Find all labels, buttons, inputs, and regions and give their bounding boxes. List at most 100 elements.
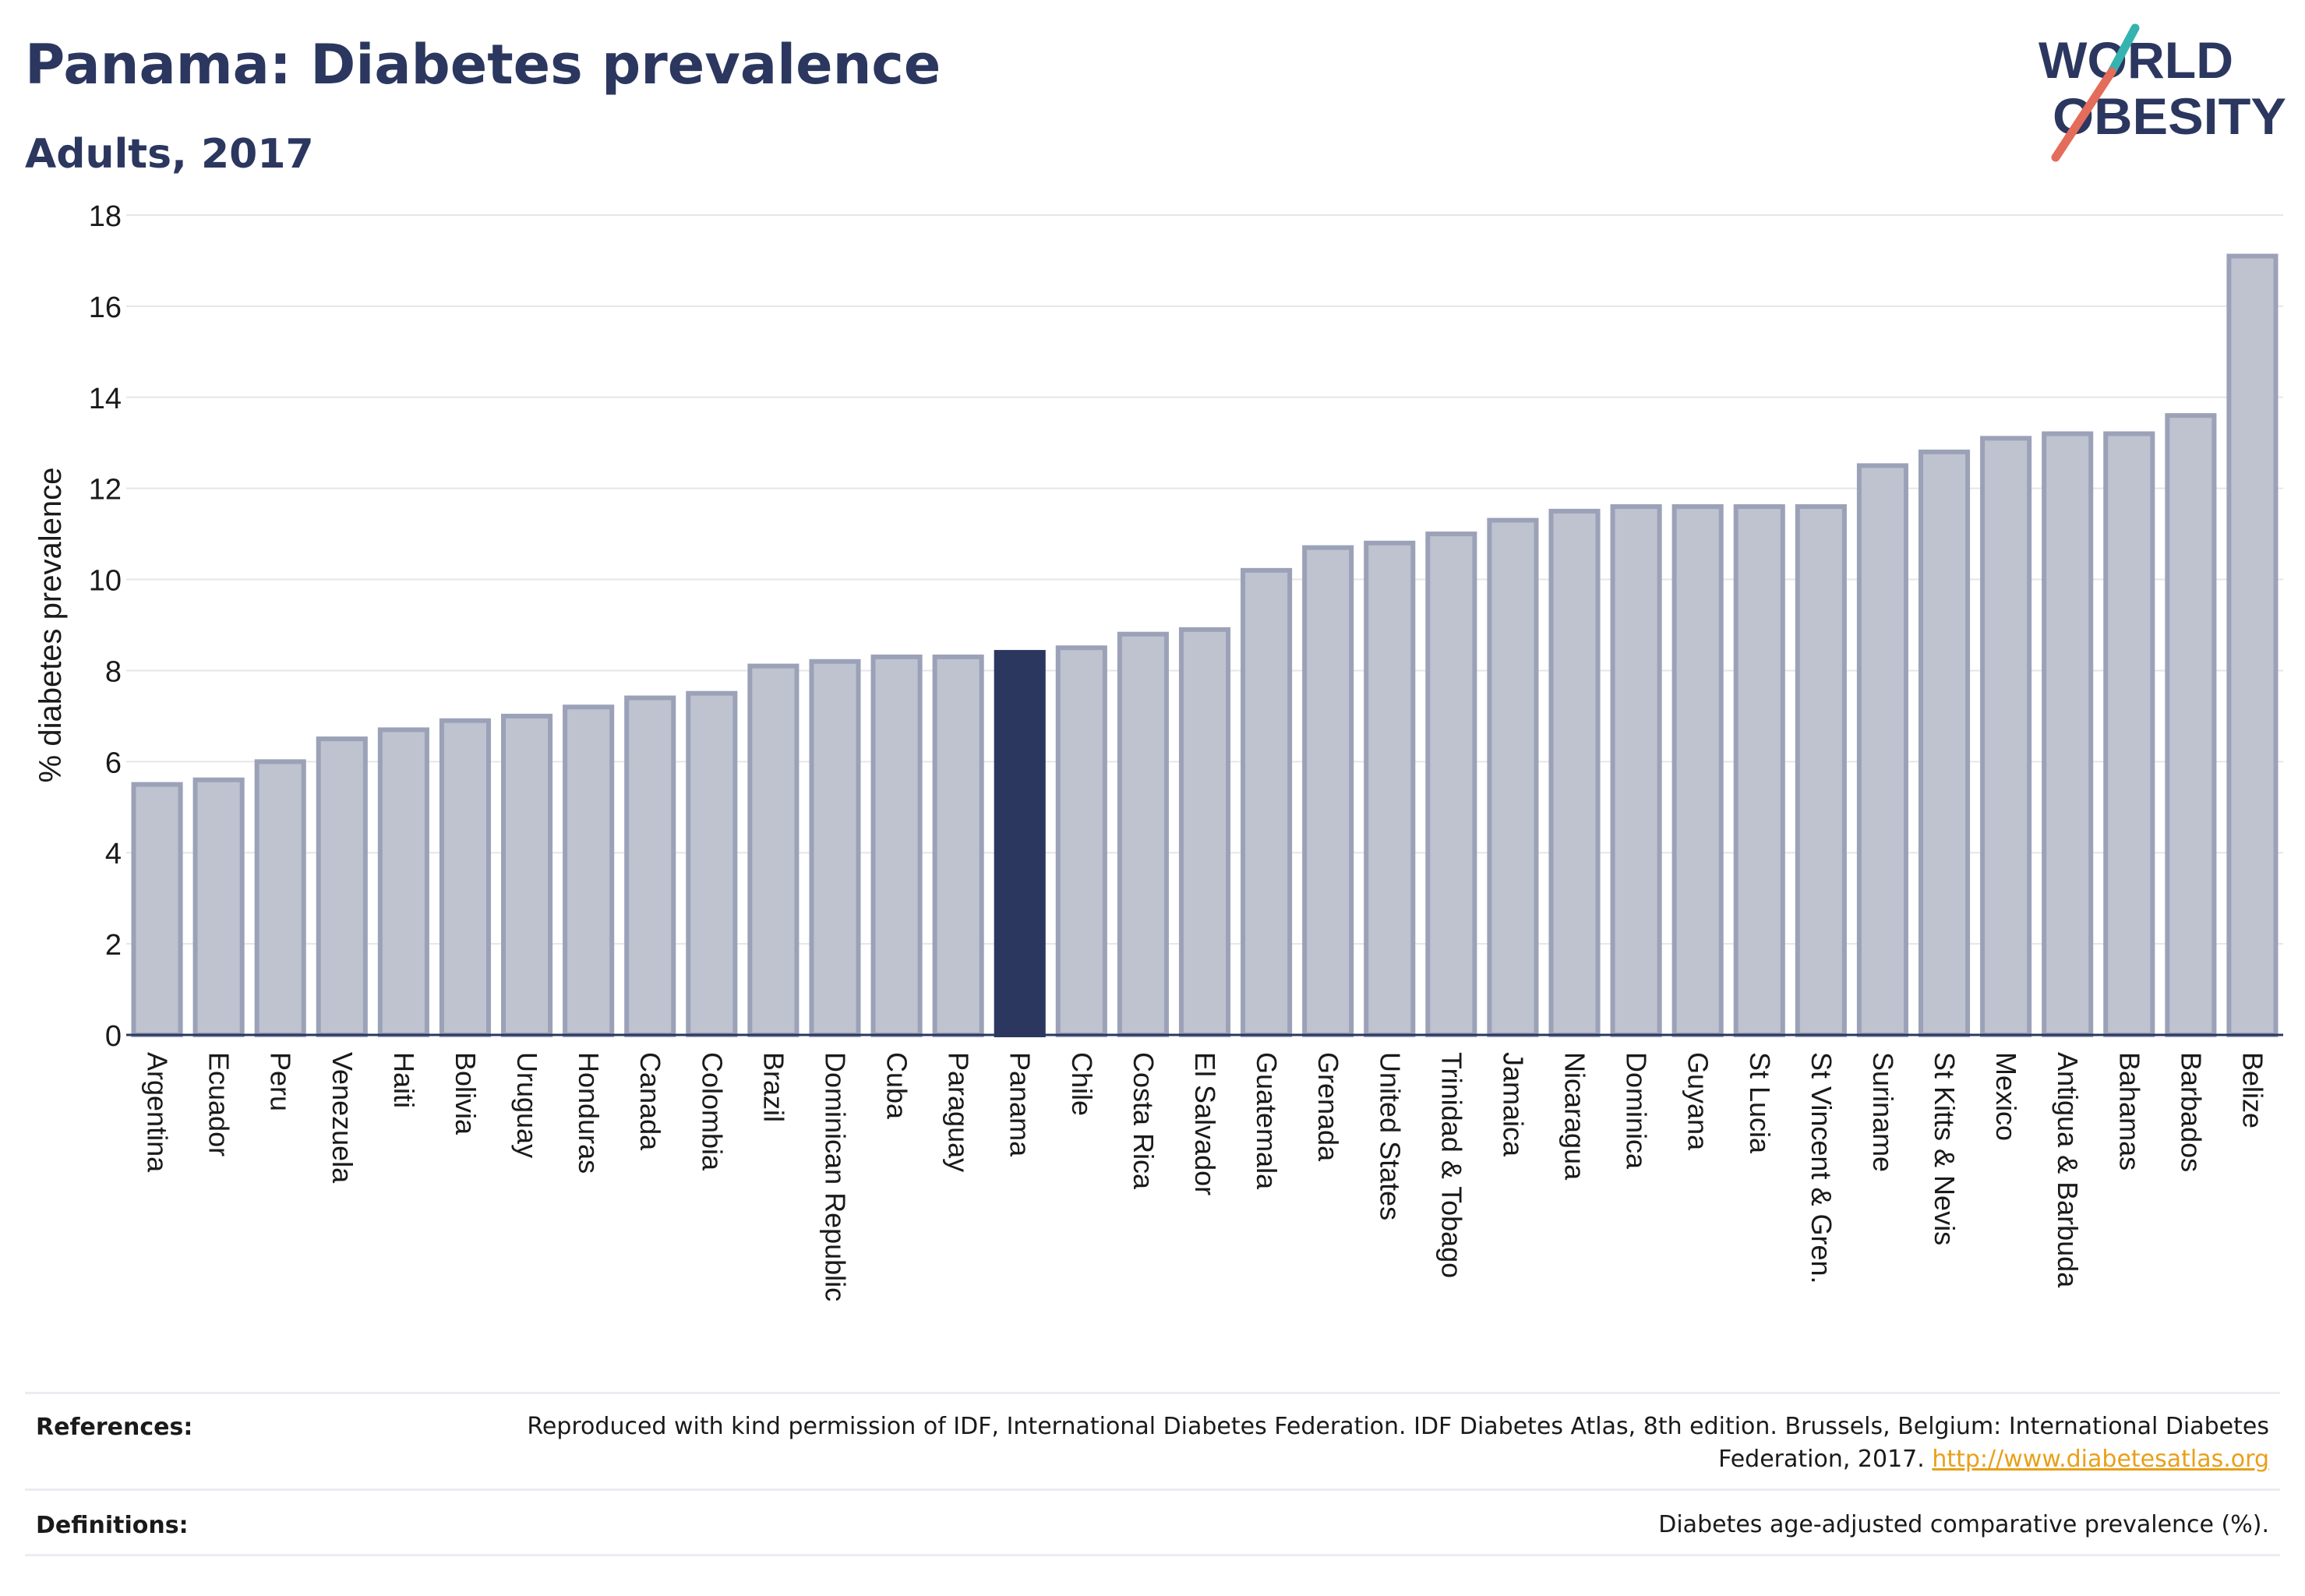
x-tick-label: Cuba xyxy=(881,1052,913,1120)
bar xyxy=(377,727,429,1038)
x-tick-label: Dominica xyxy=(1621,1052,1653,1170)
bar-layer xyxy=(131,253,2279,1038)
x-tick-label: United States xyxy=(1374,1052,1406,1220)
references-label: References: xyxy=(36,1414,193,1441)
y-tick-label: 0 xyxy=(105,1020,122,1053)
bar xyxy=(254,759,306,1037)
x-tick-label: Argentina xyxy=(142,1052,174,1173)
x-tick-label: Antigua & Barbuda xyxy=(2052,1052,2084,1288)
bar xyxy=(1856,463,1908,1037)
definitions-label: Definitions: xyxy=(36,1512,189,1539)
bar xyxy=(624,695,676,1037)
y-tick-label: 10 xyxy=(89,565,122,598)
x-tick-label: St Vincent & Gren. xyxy=(1806,1052,1837,1284)
bar xyxy=(1178,627,1231,1037)
x-tick-label: Peru xyxy=(265,1052,297,1111)
bar xyxy=(1733,504,1785,1037)
bar xyxy=(1918,449,1971,1037)
bar xyxy=(1548,508,1601,1037)
logo-slash-bottom xyxy=(2051,67,2116,162)
x-tick-label: Bolivia xyxy=(450,1052,482,1135)
x-tick-label: Panama xyxy=(1004,1052,1036,1157)
bar xyxy=(1980,436,2032,1037)
x-tick-label: Honduras xyxy=(573,1052,605,1174)
y-tick-label: 14 xyxy=(89,383,122,415)
y-tick-labels: 0 2 4 6 8 10 12 14 16 18 xyxy=(89,200,122,1053)
y-tick-label: 6 xyxy=(105,747,122,779)
bar xyxy=(1302,545,1354,1037)
world-obesity-logo: WORLD OBESITY xyxy=(2038,23,2286,162)
x-tick-label: El Salvador xyxy=(1189,1052,1221,1195)
y-tick-label: 18 xyxy=(89,200,122,233)
chart-subtitle: Adults, 2017 xyxy=(25,131,314,178)
x-tick-labels: Argentina Ecuador Peru Venezuela Haiti Bolivi… xyxy=(142,1052,2269,1301)
x-tick-label: Suriname xyxy=(1867,1052,1899,1172)
logo-line1: WORLD xyxy=(2038,31,2233,89)
x-tick-label: Mexico xyxy=(1990,1052,2022,1141)
bar-chart: 0 2 4 6 8 10 12 14 16 18 Argentina Ecuador Peru Vene… xyxy=(34,200,2283,1301)
x-tick-label: St Lucia xyxy=(1744,1052,1776,1154)
bar xyxy=(686,690,738,1038)
x-tick-label: Paraguay xyxy=(943,1052,975,1172)
x-tick-label: Barbados xyxy=(2175,1052,2207,1172)
references-body: Reproduced with kind permission of IDF, … xyxy=(527,1413,2269,1473)
x-tick-label: Jamaica xyxy=(1497,1052,1529,1157)
footer-rule-middle xyxy=(25,1488,2280,1491)
bar xyxy=(747,663,800,1037)
x-tick-label: Uruguay xyxy=(511,1052,543,1158)
bar xyxy=(1671,504,1724,1037)
x-tick-label: Grenada xyxy=(1312,1052,1344,1162)
bar xyxy=(316,736,368,1037)
footer-rule-top xyxy=(25,1392,2280,1394)
bar xyxy=(2042,431,2094,1037)
bar xyxy=(1487,517,1539,1037)
bar xyxy=(1364,540,1416,1037)
y-axis-label: % diabetes prevalence xyxy=(34,468,68,783)
x-tick-label: Bahamas xyxy=(2113,1052,2145,1171)
bar xyxy=(1795,504,1847,1037)
x-tick-label: Dominican Republic xyxy=(819,1052,851,1301)
x-tick-label: Colombia xyxy=(696,1052,728,1171)
x-tick-label: Belize xyxy=(2236,1052,2268,1128)
bar xyxy=(1055,645,1107,1037)
bar xyxy=(501,713,553,1038)
x-tick-label: Canada xyxy=(634,1052,666,1151)
y-tick-label: 4 xyxy=(105,838,122,870)
bar xyxy=(1425,531,1477,1037)
x-tick-label: St Kitts & Nevis xyxy=(1929,1052,1961,1245)
bar xyxy=(2226,253,2279,1038)
footer-rule-bottom xyxy=(25,1554,2280,1556)
x-tick-label: Chile xyxy=(1066,1052,1098,1116)
bar-highlight xyxy=(994,650,1046,1037)
x-tick-label: Haiti xyxy=(388,1052,420,1108)
bar xyxy=(1241,567,1293,1037)
x-tick-label: Ecuador xyxy=(203,1052,235,1156)
definitions-text: Diabetes age-adjusted comparative preval… xyxy=(1658,1511,2269,1538)
references-text: Reproduced with kind permission of IDF, … xyxy=(477,1411,2269,1476)
bar xyxy=(2103,431,2155,1037)
bar xyxy=(1610,504,1662,1037)
bar xyxy=(2165,413,2217,1037)
x-tick-label: Nicaragua xyxy=(1559,1052,1591,1181)
y-tick-label: 2 xyxy=(105,929,122,962)
logo-slash-top xyxy=(2107,23,2140,76)
x-tick-label: Trinidad & Tobago xyxy=(1435,1052,1467,1278)
bar xyxy=(439,718,492,1037)
bar xyxy=(192,777,245,1037)
chart-title: Panama: Diabetes prevalence xyxy=(25,33,941,97)
bar xyxy=(809,659,861,1037)
x-tick-label: Guyana xyxy=(1682,1052,1714,1151)
y-tick-label: 8 xyxy=(105,655,122,688)
x-tick-label: Venezuela xyxy=(327,1052,358,1184)
references-link[interactable]: http://www.diabetesatlas.org xyxy=(1932,1446,2269,1473)
bar xyxy=(563,704,615,1037)
y-tick-label: 12 xyxy=(89,474,122,507)
x-tick-label: Costa Rica xyxy=(1128,1052,1160,1190)
x-tick-label: Brazil xyxy=(757,1052,789,1122)
bar xyxy=(932,654,984,1038)
x-tick-label: Guatemala xyxy=(1251,1052,1283,1190)
bar xyxy=(131,782,183,1037)
bar xyxy=(1117,631,1169,1037)
y-tick-label: 16 xyxy=(89,291,122,324)
bar xyxy=(870,654,923,1038)
